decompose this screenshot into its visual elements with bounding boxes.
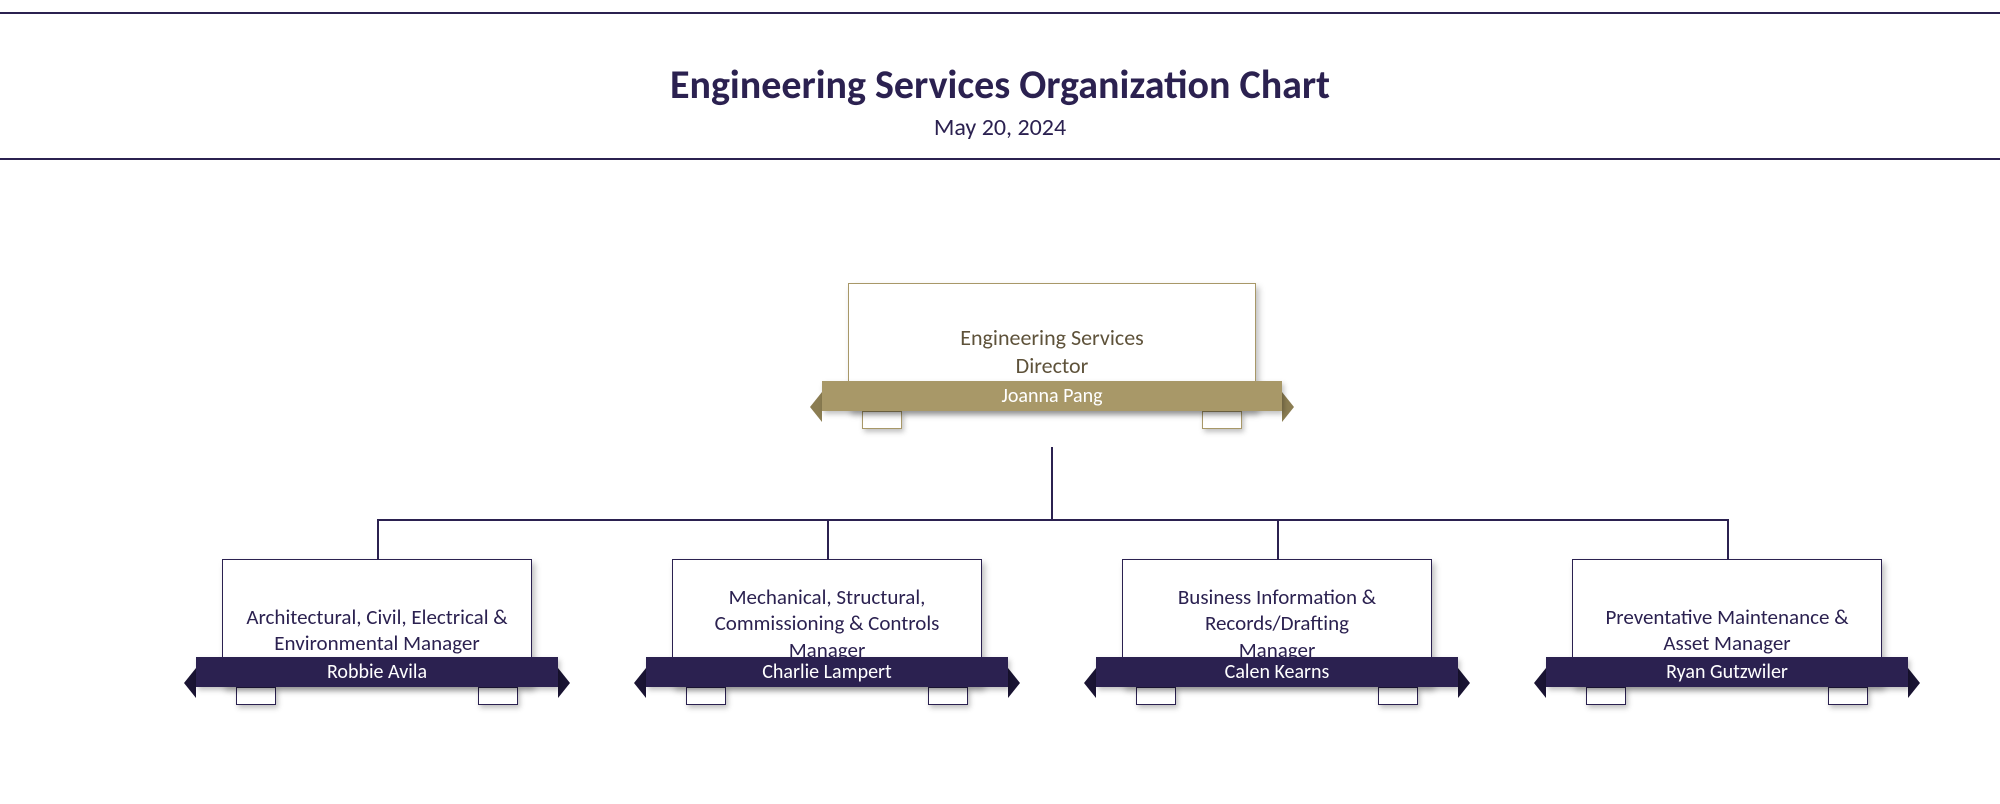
child1-ribbon-wing-right	[558, 668, 570, 698]
org-child-2-name-ribbon: Charlie Lampert	[646, 657, 1008, 687]
connector-child-3	[1277, 519, 1279, 559]
child4-ribbon-wing-left	[1534, 668, 1546, 698]
page-title: Engineering Services Organization Chart	[0, 60, 2000, 109]
org-child-1-name: Robbie Avila	[327, 660, 427, 684]
connector-bus	[377, 519, 1727, 521]
org-child-1-name-ribbon: Robbie Avila	[196, 657, 558, 687]
root-ribbon-wing-left	[810, 392, 822, 422]
root-ribbon-wing-right	[1282, 392, 1294, 422]
org-root-name: Joanna Pang	[1001, 384, 1102, 408]
child1-flap-right	[478, 687, 518, 705]
connector-child-1	[377, 519, 379, 559]
child4-flap-left	[1586, 687, 1626, 705]
connector-child-4	[1727, 519, 1729, 559]
org-root-title-line1: Engineering Services	[960, 324, 1144, 351]
child3-flap-right	[1378, 687, 1418, 705]
org-child-1-title-line2: Environmental Manager	[274, 630, 479, 656]
child1-ribbon-wing-left	[184, 668, 196, 698]
page-date: May 20, 2024	[0, 113, 2000, 142]
root-flap-right	[1202, 411, 1242, 429]
org-child-4-name-ribbon: Ryan Gutzwiler	[1546, 657, 1908, 687]
org-root-title-line2: Director	[1016, 352, 1089, 379]
child2-flap-left	[686, 687, 726, 705]
child3-ribbon-wing-left	[1084, 668, 1096, 698]
child2-flap-right	[928, 687, 968, 705]
child4-ribbon-wing-right	[1908, 668, 1920, 698]
child3-flap-left	[1136, 687, 1176, 705]
child2-ribbon-wing-right	[1008, 668, 1020, 698]
org-child-2-title-line2: Commissioning & Controls	[715, 610, 940, 636]
org-child-3-name-ribbon: Calen Kearns	[1096, 657, 1458, 687]
connector-child-2	[827, 519, 829, 559]
connector-root-drop	[1051, 447, 1053, 519]
root-flap-left	[862, 411, 902, 429]
child2-ribbon-wing-left	[634, 668, 646, 698]
child3-ribbon-wing-right	[1458, 668, 1470, 698]
org-root-name-ribbon: Joanna Pang	[822, 381, 1282, 411]
org-child-2-title-line1: Mechanical, Structural,	[729, 584, 926, 610]
header-bottom-rule	[0, 158, 2000, 160]
header-top-rule	[0, 12, 2000, 14]
org-child-2-name: Charlie Lampert	[762, 660, 891, 684]
org-child-3-title-line1: Business Information &	[1178, 584, 1376, 610]
org-child-3-title-line2: Records/Drafting	[1205, 610, 1349, 636]
child4-flap-right	[1828, 687, 1868, 705]
child1-flap-left	[236, 687, 276, 705]
org-child-1-title-line1: Architectural, Civil, Electrical &	[246, 604, 507, 630]
org-child-4-title-line2: Asset Manager	[1663, 630, 1790, 656]
org-child-3-name: Calen Kearns	[1225, 660, 1330, 684]
org-child-4-title-line1: Preventative Maintenance &	[1605, 604, 1848, 630]
org-child-4-name: Ryan Gutzwiler	[1666, 660, 1788, 684]
